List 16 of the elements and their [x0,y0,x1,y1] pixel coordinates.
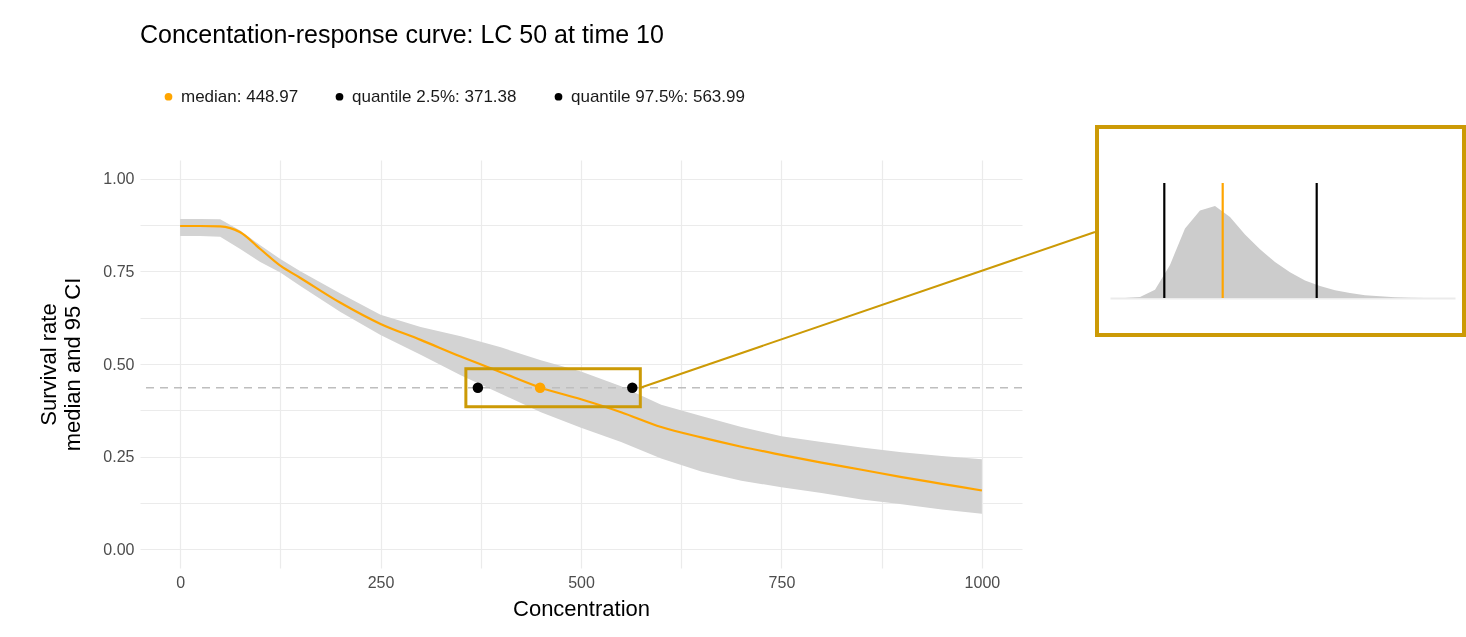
y-tick-label: 0.75 [103,262,135,280]
y-tick-label: 0.50 [103,355,135,373]
y-axis-title: Survival rate median and 95 CI [36,277,86,452]
legend-label: quantile 2.5%: 371.38 [352,86,517,106]
x-tick-label: 500 [568,573,595,591]
x-tick-label: 250 [367,573,395,591]
chart-title: Concentation-response curve: LC 50 at time 10 [140,20,664,48]
y-tick-label: 1.00 [103,170,135,188]
y-tick-label: 0.25 [103,448,135,466]
legend-label: median: 448.97 [181,86,299,106]
x-tick-label: 0 [176,573,186,591]
x-tick-label: 1000 [964,573,1001,591]
x-tick-label: 750 [768,573,796,591]
y-tick-label: 0.00 [103,540,135,558]
x-axis-title: Concentration [513,595,650,621]
legend-label: quantile 97.5%: 563.99 [571,86,745,106]
